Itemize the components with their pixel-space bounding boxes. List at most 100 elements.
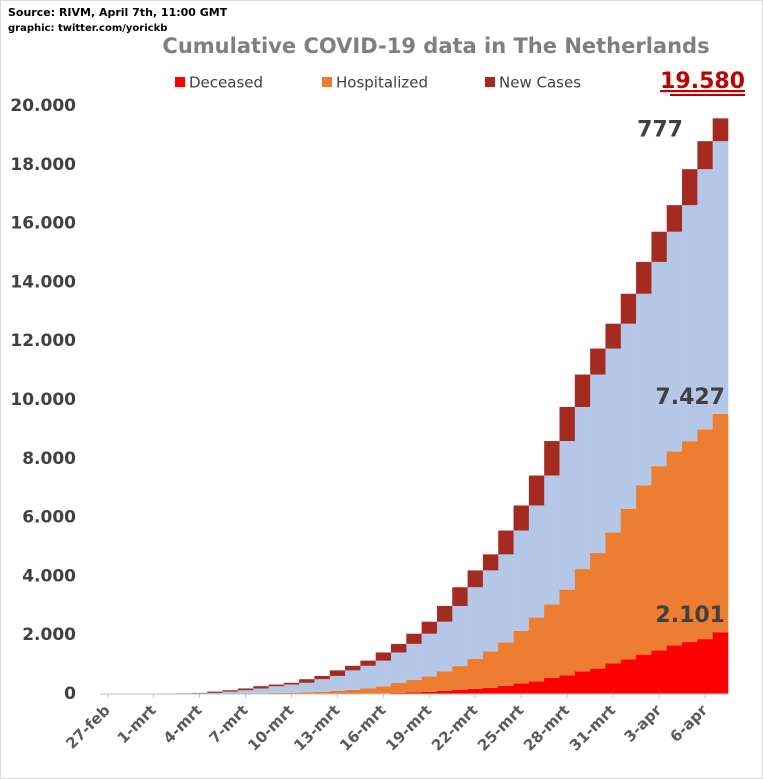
bar-segment — [636, 654, 652, 694]
bar-segment — [498, 530, 514, 555]
bar-segment — [268, 686, 285, 694]
bar-segment — [329, 690, 346, 694]
bar-segment — [314, 675, 331, 680]
bar-segment — [207, 691, 223, 693]
bar-segment — [574, 569, 591, 672]
bar-segment — [666, 205, 683, 232]
bar-segment — [590, 668, 606, 694]
bar-segment — [391, 692, 407, 694]
source: Source: RIVM, April 7th, 11:00 GMT — [8, 6, 228, 19]
bar-segment — [559, 406, 576, 442]
bar-segment — [528, 681, 545, 694]
y-tick-label: 12.000 — [10, 331, 76, 351]
bar-segment — [513, 630, 530, 684]
bar-segment — [406, 679, 422, 693]
y-tick-label: 8.000 — [22, 449, 76, 469]
y-tick-label: 14.000 — [10, 272, 76, 292]
bar-segment — [544, 677, 560, 694]
bar-segment — [360, 688, 377, 694]
bar-segment — [605, 532, 622, 664]
bar-segment — [482, 570, 499, 652]
bar-segment — [482, 554, 499, 571]
bar-segment — [697, 429, 713, 640]
bar-segment — [253, 688, 269, 694]
bar-segment — [329, 675, 346, 691]
bar-segment — [237, 690, 254, 694]
bar-segment — [544, 441, 560, 476]
bar-segment — [605, 663, 622, 694]
bar-segment — [391, 683, 407, 693]
bar-segment — [666, 231, 683, 452]
y-tick-label: 16.000 — [10, 214, 76, 234]
bar-segment — [528, 505, 545, 618]
bar-segment — [498, 685, 514, 694]
bar-segment — [268, 684, 285, 687]
bar-segment — [590, 374, 606, 553]
credit: graphic: twitter.com/yorickb — [8, 23, 167, 34]
bar-segment — [682, 441, 698, 643]
y-tick-label: 10.000 — [10, 390, 76, 410]
bar-segment — [452, 666, 468, 691]
y-tick-label: 6.000 — [22, 508, 76, 528]
bar-segment — [636, 485, 652, 655]
bar-segment — [605, 348, 622, 533]
bar-segment — [651, 466, 668, 651]
bar-segment — [329, 670, 346, 676]
legend-label: New Cases — [499, 74, 581, 92]
bar-segment — [513, 505, 530, 531]
bar-segment — [406, 633, 422, 644]
bar-segment — [651, 261, 668, 467]
bar-segment — [375, 686, 392, 694]
bar-segment — [345, 665, 361, 671]
bar-segment — [467, 587, 484, 659]
bar-segment — [574, 671, 591, 694]
bar-segment — [360, 660, 377, 666]
bar-segment — [467, 688, 484, 694]
bar-segment — [467, 658, 484, 689]
bar-segment — [222, 691, 239, 694]
y-tick-label: 4.000 — [22, 566, 76, 586]
bar-segment — [697, 141, 713, 170]
bar-segment — [682, 169, 698, 206]
bar-segment — [237, 688, 254, 691]
bar-segment — [636, 261, 652, 294]
bar-segment — [299, 679, 315, 683]
bar-segment — [436, 690, 453, 694]
bar-segment — [360, 665, 377, 689]
bar-segment — [590, 552, 606, 669]
bar-segment — [605, 323, 622, 349]
bar-segment — [666, 645, 683, 694]
total-label: 19.580 — [660, 69, 745, 94]
bar-segment — [375, 660, 392, 687]
y-tick-label: 20.000 — [10, 96, 76, 116]
bar-segment — [421, 621, 438, 634]
y-tick-label: 0 — [64, 684, 76, 704]
bar-segment — [452, 587, 468, 606]
bar-segment — [697, 169, 713, 430]
bar-segment — [482, 687, 499, 694]
bar-segment — [375, 652, 392, 661]
bar-segment — [421, 691, 438, 694]
bar-segment — [421, 633, 438, 677]
bar-segment — [314, 679, 331, 692]
bar-segment — [283, 684, 300, 693]
bar-segment — [299, 682, 315, 693]
bar-segment — [452, 605, 468, 667]
bar-segment — [406, 692, 422, 694]
bar-segment — [682, 205, 698, 442]
legend-swatch — [175, 77, 185, 87]
bar-segment — [345, 670, 361, 690]
bar-segment — [314, 691, 331, 694]
bar-segment — [498, 642, 514, 686]
bar-segment — [574, 374, 591, 407]
bar-segment — [528, 475, 545, 506]
bar-segment — [620, 659, 637, 694]
bar-segment — [712, 118, 729, 142]
bar-segment — [620, 508, 637, 660]
bar-segment — [574, 406, 591, 570]
bar-segment — [482, 651, 499, 688]
bar-segment — [207, 692, 223, 694]
bar-segment — [513, 683, 530, 694]
